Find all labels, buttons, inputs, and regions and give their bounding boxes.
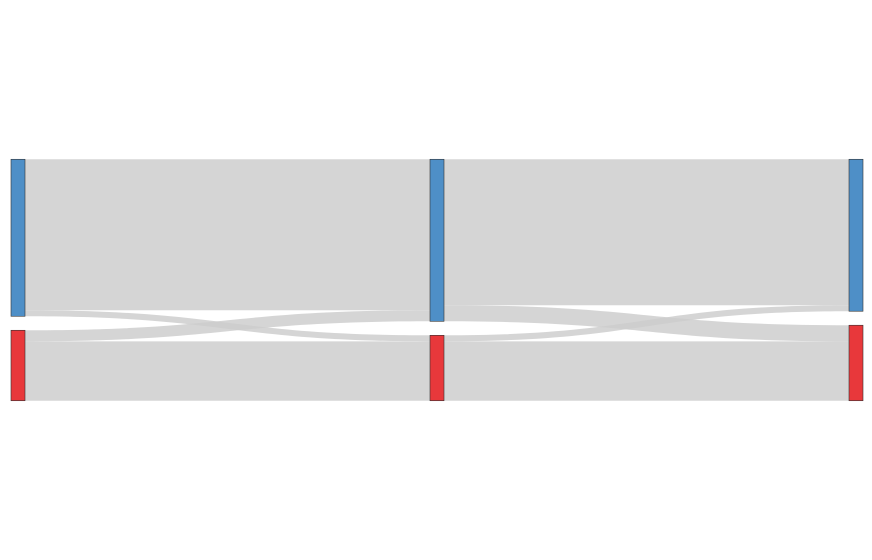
link-s0_red-to-s1_blue <box>25 310 430 342</box>
links-layer <box>25 159 849 401</box>
node-s1_red <box>429 335 445 402</box>
node-s2_red <box>848 324 864 402</box>
link-s1_red-to-s2_red <box>444 341 849 401</box>
node-s2_blue <box>848 158 864 312</box>
nodes-layer <box>10 158 864 402</box>
link-s1_red-to-s2_blue <box>444 305 849 342</box>
link-s1_blue-to-s2_blue <box>444 159 849 306</box>
node-s1_blue <box>429 158 445 322</box>
node-s0_blue <box>10 158 26 317</box>
node-s0_red <box>10 329 26 402</box>
link-s0_red-to-s1_red <box>25 341 430 401</box>
link-s0_blue-to-s1_blue <box>25 159 430 311</box>
